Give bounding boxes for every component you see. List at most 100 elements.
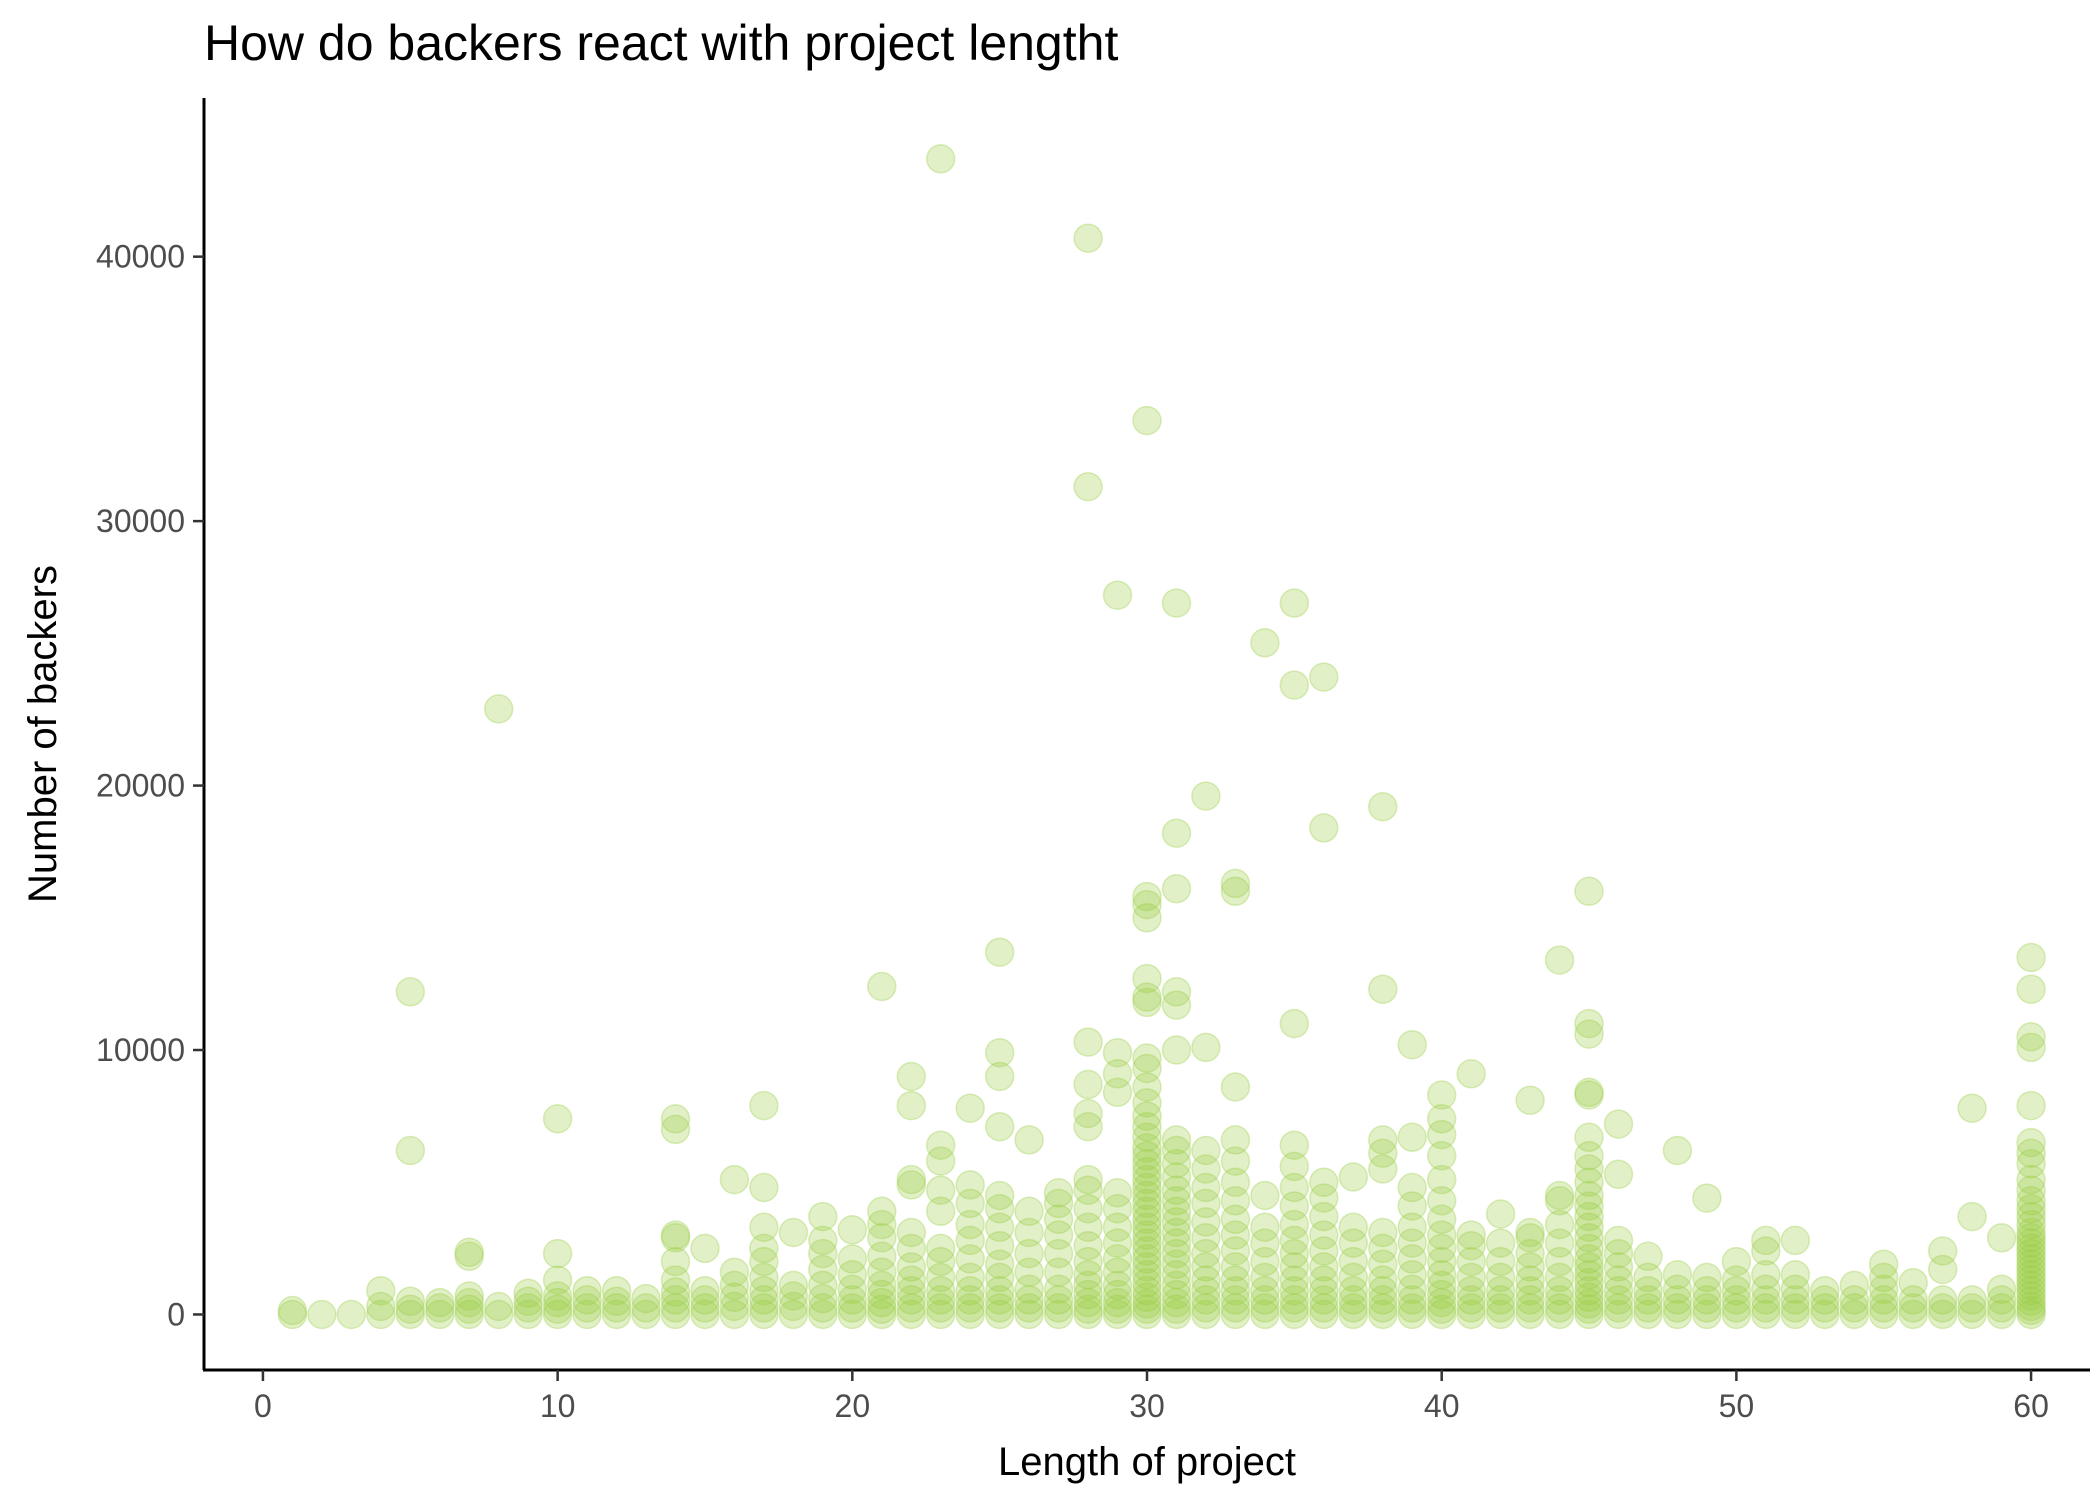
data-point (1751, 1299, 1781, 1330)
data-point (1544, 1293, 1575, 1323)
data-point (1161, 1135, 1192, 1166)
data-point (1868, 1293, 1899, 1323)
data-point (1220, 1252, 1251, 1282)
data-point (984, 1111, 1015, 1142)
data-point (1220, 1167, 1251, 1197)
chart-title: How do backers react with project length… (204, 15, 1118, 71)
data-point (1102, 1294, 1133, 1324)
data-point (1132, 1236, 1162, 1266)
data-point (1574, 1201, 1604, 1232)
data-point (1338, 1285, 1369, 1315)
data-point (2016, 1286, 2046, 1316)
data-point (1102, 1279, 1133, 1310)
data-point (454, 1237, 484, 1268)
data-point (542, 1104, 573, 1134)
data-point (1456, 1285, 1486, 1315)
data-point (1220, 876, 1251, 907)
data-point (1279, 670, 1310, 700)
data-point (2016, 1148, 2046, 1179)
data-point (1043, 1293, 1074, 1323)
data-point (1456, 1262, 1486, 1293)
data-point (1161, 588, 1192, 618)
data-point (1986, 1223, 2017, 1253)
data-point (984, 1193, 1015, 1224)
data-point (1692, 1183, 1722, 1213)
data-point (808, 1270, 838, 1301)
data-point (1161, 1270, 1192, 1301)
data-point (896, 1170, 927, 1200)
data-point (1426, 1119, 1457, 1150)
data-point (1014, 1238, 1044, 1269)
data-point (1102, 1257, 1133, 1287)
data-point (984, 1037, 1015, 1068)
data-point (955, 1170, 985, 1200)
data-point (984, 1262, 1015, 1293)
data-point (1250, 1212, 1280, 1242)
data-point (2016, 1281, 2046, 1311)
data-point (896, 1275, 927, 1306)
data-point (1309, 1236, 1339, 1266)
data-point (690, 1299, 720, 1330)
data-point (2016, 1201, 2046, 1232)
data-point (867, 1209, 897, 1240)
data-point (1957, 1093, 1987, 1123)
data-point (1426, 1270, 1457, 1301)
data-point (2016, 1238, 2046, 1269)
data-point (1191, 1032, 1221, 1063)
data-point (542, 1299, 573, 1330)
points-layer (277, 144, 2046, 1330)
data-point (1220, 1299, 1251, 1330)
data-point (984, 1249, 1015, 1279)
data-point (1751, 1293, 1781, 1323)
data-point (1132, 1072, 1162, 1102)
data-point (1309, 1265, 1339, 1295)
data-point (1515, 1265, 1545, 1295)
data-point (1397, 1172, 1427, 1203)
data-point (1132, 1148, 1162, 1179)
data-point (1574, 1154, 1604, 1184)
data-point (867, 1223, 897, 1253)
data-point (2016, 1223, 2046, 1253)
data-point (1279, 1008, 1310, 1039)
data-point (1161, 1279, 1192, 1310)
data-point (1220, 1204, 1251, 1235)
data-point (1868, 1249, 1899, 1279)
data-point (1368, 1249, 1398, 1279)
data-point (1574, 1141, 1604, 1171)
data-point (454, 1281, 484, 1311)
data-point (1574, 1080, 1604, 1110)
data-point (1191, 1293, 1221, 1323)
x-axis-label: Length of project (998, 1440, 1296, 1484)
data-point (1132, 1267, 1162, 1298)
data-point (1456, 1246, 1486, 1277)
data-point (1426, 1104, 1457, 1134)
data-point (1073, 1294, 1103, 1324)
data-point (1957, 1201, 1987, 1232)
data-point (1132, 1260, 1162, 1290)
data-point (1309, 1252, 1339, 1282)
data-point (984, 1061, 1015, 1092)
data-point (1397, 1299, 1427, 1330)
data-point (1633, 1262, 1663, 1293)
data-point (572, 1293, 602, 1323)
data-point (955, 1293, 985, 1323)
data-point (1014, 1217, 1044, 1248)
data-point (1279, 1151, 1310, 1182)
data-point (1014, 1274, 1044, 1305)
data-point (1161, 1207, 1192, 1237)
data-point (1132, 1188, 1162, 1219)
data-point (1426, 1279, 1457, 1310)
data-point (1633, 1275, 1663, 1306)
data-point (1692, 1293, 1722, 1323)
data-point (454, 1299, 484, 1330)
data-point (2016, 1090, 2046, 1121)
data-point (1368, 791, 1398, 822)
data-point (1073, 1098, 1103, 1129)
data-point (808, 1225, 838, 1256)
data-point (660, 1265, 691, 1295)
data-point (1014, 1196, 1044, 1227)
data-point (513, 1278, 543, 1309)
data-point (395, 1135, 426, 1166)
data-point (1161, 1035, 1192, 1065)
data-point (896, 1164, 927, 1195)
